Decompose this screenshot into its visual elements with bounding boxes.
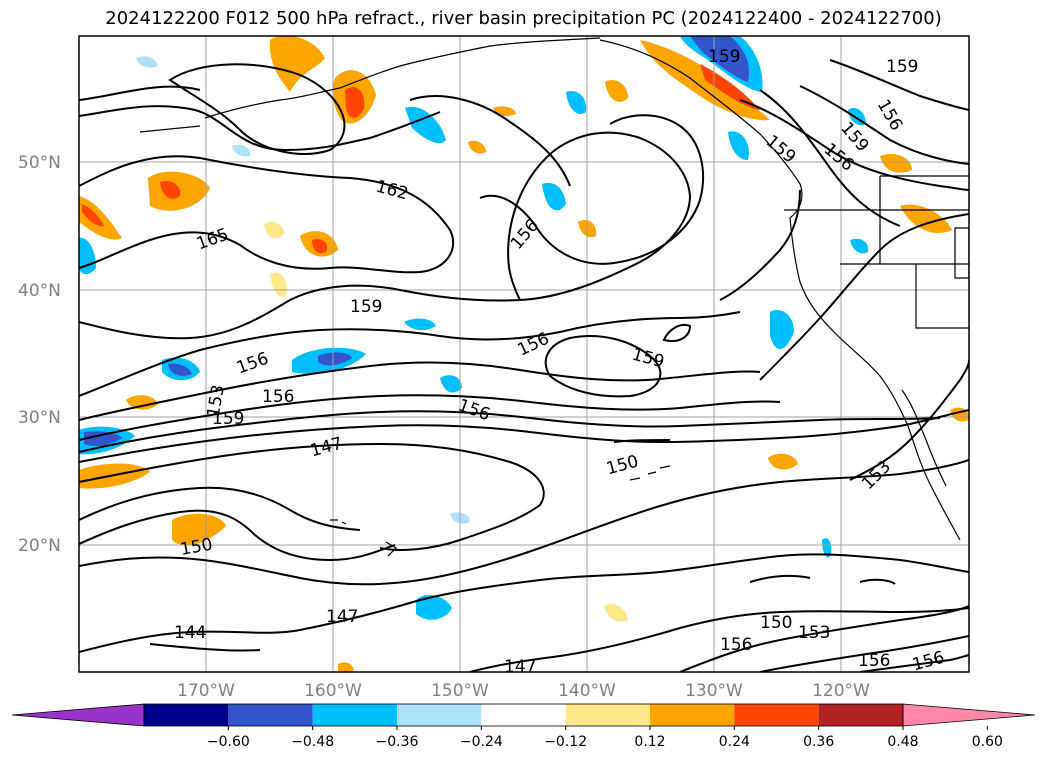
precip-patch — [822, 538, 832, 558]
longitude-labels: 170°W 160°W 150°W 140°W 130°W 120°W — [177, 681, 870, 701]
precip-patch — [542, 182, 566, 211]
colorbar-tick-label: −0.60 — [207, 734, 250, 750]
contour-label: 147 — [504, 657, 536, 677]
precip-patch — [79, 196, 122, 240]
precip-patch — [79, 237, 96, 275]
colorbar-segment — [228, 704, 313, 726]
precip-patch — [318, 352, 352, 366]
map-panel — [79, 36, 969, 672]
precip-patch — [269, 36, 325, 92]
lon-label-130w: 130°W — [685, 681, 743, 701]
colorbar-segment — [312, 704, 397, 726]
colorbar-tick-label: 0.60 — [972, 734, 1003, 750]
map-title: 2024122200 F012 500 hPa refract., river … — [105, 8, 942, 29]
lat-label-50n: 50°N — [18, 153, 61, 173]
precip-patch — [345, 87, 365, 118]
colorbar-tick-label: 0.36 — [803, 734, 834, 750]
contour-label: 150 — [760, 613, 792, 633]
colorbar-segment — [565, 704, 650, 726]
precip-patch — [770, 310, 794, 350]
precip-patch — [160, 180, 181, 199]
colorbar-extend-high — [902, 703, 1036, 727]
colorbar-tick-label: −0.12 — [544, 734, 587, 750]
precip-patch — [468, 140, 486, 154]
lon-label-160w: 160°W — [304, 681, 362, 701]
precip-patch — [700, 64, 760, 110]
precip-patch — [168, 363, 192, 376]
precip-patch — [172, 513, 226, 546]
precip-patch — [850, 238, 869, 254]
colorbar-tick-label: 0.24 — [719, 734, 750, 750]
contour-label: 156 — [262, 387, 294, 407]
contour-label: 153 — [798, 623, 830, 643]
precip-patch — [900, 204, 952, 233]
colorbar-segment — [818, 704, 903, 726]
colorbar-frame — [143, 703, 904, 727]
colorbar-segment — [397, 704, 482, 726]
precip-patch — [604, 603, 628, 622]
map-border — [78, 35, 970, 673]
precip-patch — [404, 318, 436, 331]
colorbar-tick-label: 0.12 — [634, 734, 665, 750]
contour-label: 156 — [858, 651, 890, 671]
precip-shading — [79, 36, 969, 672]
colorbar-tick-label: −0.36 — [376, 734, 419, 750]
precip-patch — [338, 662, 354, 672]
colorbar-extend-low — [11, 703, 145, 727]
precip-patch — [126, 395, 158, 410]
gridlines — [79, 36, 969, 672]
precip-patch — [690, 36, 750, 82]
contour-label: 156 — [720, 635, 752, 655]
precip-patch — [440, 375, 462, 393]
precip-patch — [605, 79, 628, 102]
coastlines — [139, 37, 969, 557]
contour-label: 159 — [886, 57, 918, 77]
lon-label-170w: 170°W — [177, 681, 235, 701]
precip-patch — [405, 106, 446, 144]
precip-patch — [84, 431, 122, 446]
precip-patch — [264, 221, 284, 239]
precip-patch — [136, 56, 158, 68]
colorbar-tick-label: −0.24 — [460, 734, 503, 750]
precip-patch — [82, 204, 104, 227]
lon-label-140w: 140°W — [558, 681, 616, 701]
precip-patch — [880, 153, 912, 173]
colorbar-tick-label: −0.48 — [291, 734, 334, 750]
precip-patch — [232, 144, 251, 157]
colorbar-tick-label: 0.48 — [887, 734, 918, 750]
contour-label: 147 — [326, 607, 358, 627]
precip-patch — [416, 594, 452, 620]
colorbar-segment — [481, 704, 566, 726]
colorbar-segment — [734, 704, 819, 726]
contour-label: 159 — [708, 47, 740, 67]
precip-patch — [270, 272, 287, 297]
lat-label-20n: 20°N — [18, 536, 61, 556]
colorbar-segment — [144, 704, 229, 726]
latitude-labels: 50°N 40°N 30°N 20°N — [18, 153, 61, 556]
lat-label-40n: 40°N — [18, 281, 61, 301]
precip-patch — [728, 131, 749, 160]
precip-patch — [312, 238, 328, 254]
colorbar: −0.60 −0.48 −0.36 −0.24 −0.12 0.12 0.24 0.36 0.4… — [11, 703, 1036, 750]
lon-label-120w: 120°W — [812, 681, 870, 701]
precip-patch — [768, 453, 798, 470]
colorbar-segment — [650, 704, 735, 726]
height-contours — [79, 59, 969, 672]
precip-patch — [566, 90, 587, 114]
contour-label: 159 — [350, 297, 382, 317]
contour-label: 159 — [212, 409, 244, 429]
lon-label-150w: 150°W — [431, 681, 489, 701]
contour-label: 144 — [174, 623, 206, 643]
lat-label-30n: 30°N — [18, 408, 61, 428]
